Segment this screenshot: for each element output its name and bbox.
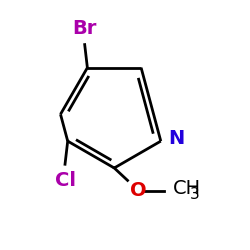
Text: N: N xyxy=(168,129,184,148)
Text: 3: 3 xyxy=(190,187,199,202)
Text: CH: CH xyxy=(173,179,202,198)
Text: Br: Br xyxy=(72,19,97,38)
Text: O: O xyxy=(130,181,147,200)
Text: Cl: Cl xyxy=(54,171,76,190)
